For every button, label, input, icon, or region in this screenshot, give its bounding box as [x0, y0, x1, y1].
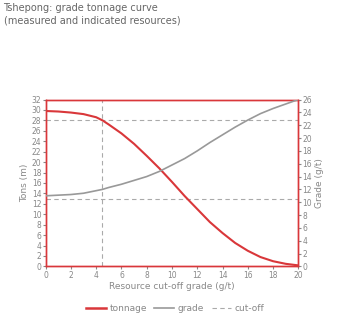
X-axis label: Resource cut-off grade (g/t): Resource cut-off grade (g/t)	[109, 282, 235, 291]
Y-axis label: Tons (m): Tons (m)	[20, 164, 29, 202]
Text: Tshepong: grade tonnage curve
(measured and indicated resources): Tshepong: grade tonnage curve (measured …	[4, 3, 180, 26]
Legend: tonnage, grade, cut-off: tonnage, grade, cut-off	[82, 300, 269, 317]
Y-axis label: Grade (g/t): Grade (g/t)	[315, 158, 324, 208]
